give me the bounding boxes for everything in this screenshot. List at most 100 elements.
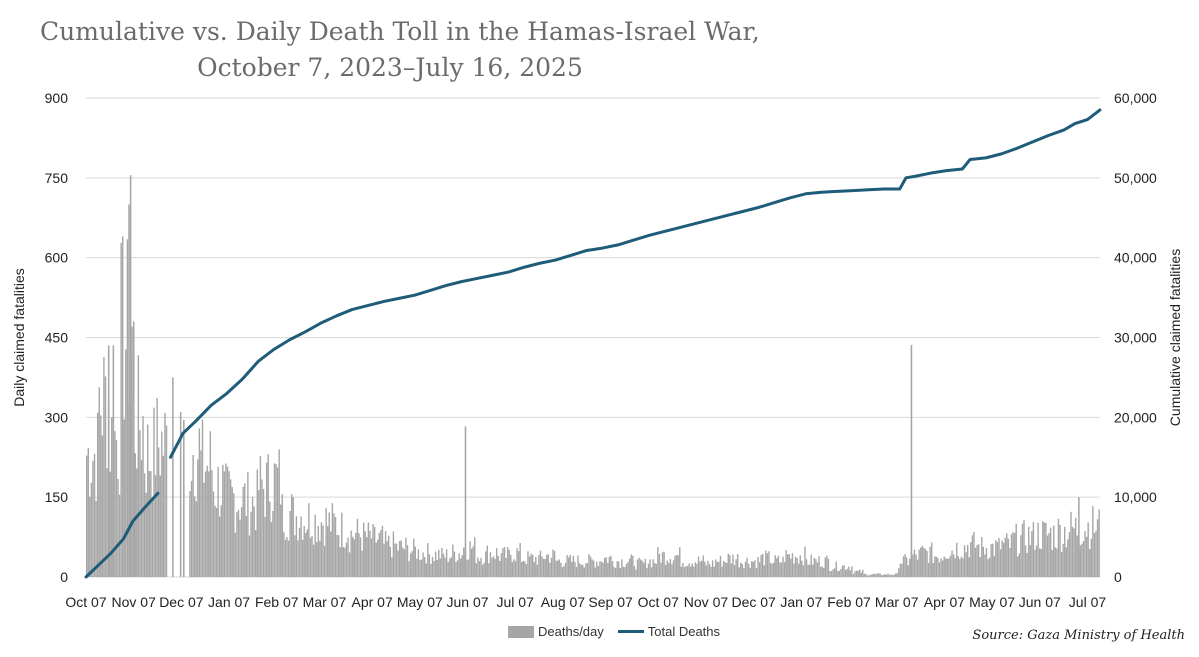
x-tick-label: May 07: [969, 594, 1015, 610]
daily-bar: [508, 549, 510, 577]
daily-bar: [1049, 527, 1052, 577]
daily-bar: [616, 561, 618, 577]
daily-bar: [425, 563, 427, 577]
daily-bar: [779, 562, 781, 577]
daily-bar: [369, 530, 371, 577]
daily-bar: [707, 560, 709, 577]
daily-bar: [550, 557, 553, 577]
daily-bar: [946, 558, 949, 577]
daily-bar: [830, 570, 833, 577]
daily-bar: [411, 551, 413, 577]
daily-bar: [704, 561, 706, 577]
daily-bar: [849, 570, 852, 577]
daily-bar: [671, 564, 673, 577]
daily-bar: [816, 562, 819, 577]
legend-line-swatch: [617, 630, 644, 633]
x-tick-label: Apr 07: [924, 594, 965, 610]
daily-bar: [131, 326, 133, 577]
daily-bar: [578, 563, 581, 577]
daily-bar: [924, 549, 927, 577]
daily-bar-spike: [128, 204, 130, 577]
daily-bar: [297, 540, 299, 577]
daily-bar: [599, 561, 601, 577]
daily-bar: [829, 571, 831, 577]
daily-bar: [826, 555, 828, 577]
daily-bar: [844, 570, 847, 577]
daily-bar: [940, 558, 942, 577]
daily-bar-spike: [464, 426, 467, 577]
daily-bar: [1092, 506, 1094, 577]
daily-bar: [326, 526, 329, 577]
daily-bar: [204, 471, 207, 577]
daily-bar: [544, 558, 546, 577]
daily-bar: [876, 573, 878, 577]
daily-bar: [622, 566, 625, 577]
daily-bar: [276, 467, 279, 577]
daily-bar: [895, 573, 897, 577]
daily-bar: [793, 563, 795, 577]
daily-bar: [366, 537, 368, 577]
daily-bar: [724, 562, 726, 577]
daily-bar: [156, 397, 158, 577]
daily-bar: [312, 544, 315, 577]
daily-bar-spike: [179, 412, 182, 577]
daily-bar: [1034, 549, 1036, 577]
daily-bar: [344, 547, 346, 577]
daily-bar: [306, 529, 309, 577]
daily-bar: [744, 561, 747, 577]
daily-bar: [228, 471, 230, 577]
daily-bar: [931, 542, 933, 577]
daily-bar: [1054, 547, 1057, 577]
daily-bar: [372, 524, 374, 577]
daily-bar: [719, 555, 722, 577]
daily-bar: [852, 573, 855, 577]
daily-bar: [497, 555, 499, 577]
daily-bar: [593, 560, 595, 577]
daily-bar: [736, 554, 739, 577]
daily-bar: [319, 540, 321, 577]
daily-bar: [594, 567, 596, 577]
daily-bar: [639, 559, 642, 577]
daily-bar: [859, 569, 861, 577]
y-right-tick-label: 0: [1114, 569, 1122, 585]
daily-bar: [963, 545, 966, 577]
daily-bar: [136, 468, 138, 577]
daily-bar: [111, 417, 113, 577]
legend: Deaths/day Total Deaths: [508, 624, 720, 639]
daily-bar: [632, 555, 634, 577]
daily-bar: [733, 565, 736, 577]
daily-bar: [290, 494, 293, 577]
daily-bar: [375, 542, 377, 577]
daily-bar: [123, 419, 125, 577]
daily-bar: [1020, 535, 1022, 577]
daily-bar: [574, 561, 576, 577]
legend-bar-swatch: [508, 625, 534, 638]
daily-bar: [765, 550, 767, 577]
daily-bar: [234, 532, 237, 577]
daily-bar: [580, 564, 582, 577]
daily-bar: [240, 507, 243, 577]
daily-bar: [219, 516, 221, 577]
daily-bar: [1038, 548, 1041, 577]
daily-bar-spike: [172, 377, 174, 577]
daily-bar: [603, 558, 606, 577]
daily-bar: [140, 459, 143, 577]
daily-bars: [86, 175, 1100, 578]
daily-bar: [519, 543, 521, 577]
daily-bar: [688, 563, 690, 577]
daily-bar: [1096, 519, 1099, 577]
daily-bar: [932, 563, 934, 577]
daily-bar: [215, 507, 218, 577]
daily-bar: [970, 542, 972, 577]
daily-bar: [467, 559, 470, 577]
daily-bar: [104, 376, 107, 577]
daily-bar: [164, 412, 166, 577]
daily-bar: [359, 537, 362, 577]
daily-bar: [912, 554, 914, 577]
daily-bar: [677, 555, 679, 577]
daily-bar: [244, 483, 246, 577]
daily-bar: [635, 569, 637, 577]
daily-bar: [275, 464, 277, 577]
daily-bar: [810, 554, 812, 577]
daily-bar: [1084, 531, 1086, 577]
